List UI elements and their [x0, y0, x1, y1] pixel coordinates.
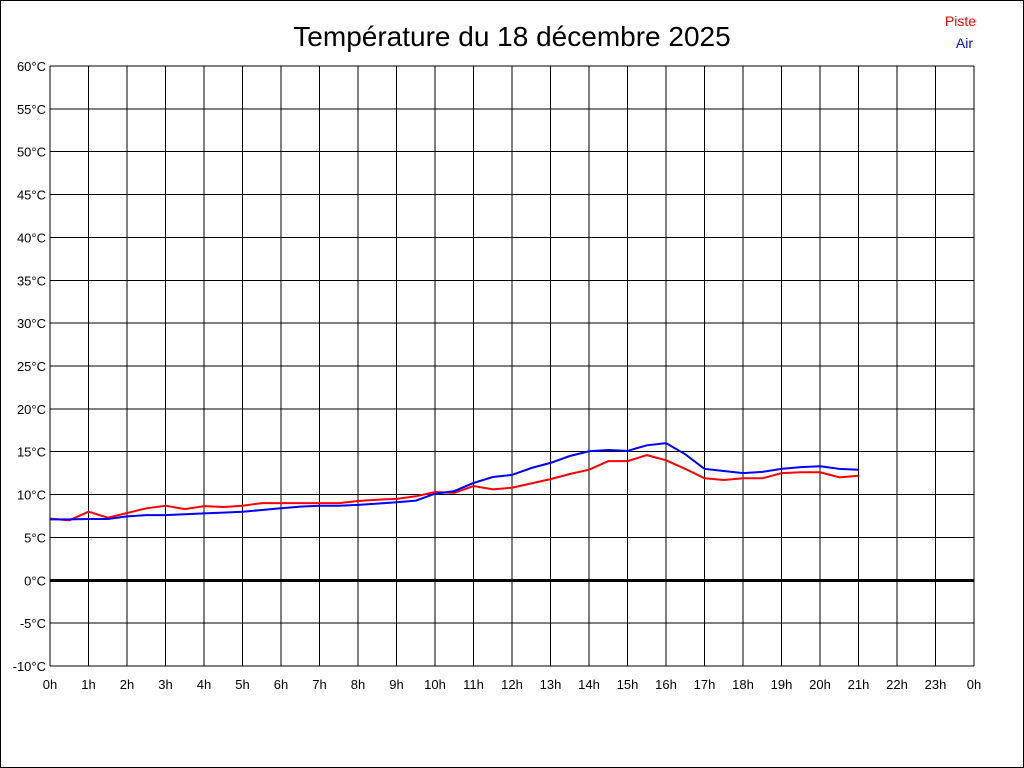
- x-tick-label: 12h: [501, 677, 523, 692]
- x-tick-label: 6h: [274, 677, 288, 692]
- y-tick-label: -10°C: [13, 659, 46, 674]
- x-axis-labels: 0h 1h 2h 3h 4h 5h 6h 7h 8h 9h 10h 11h 12h 13h 14h 15h 16…: [43, 677, 981, 692]
- x-tick-label: 0h: [43, 677, 57, 692]
- legend-piste: Piste: [945, 13, 976, 29]
- x-tick-label: 5h: [235, 677, 249, 692]
- x-tick-label: 9h: [389, 677, 403, 692]
- y-tick-label: 60°C: [17, 59, 46, 74]
- x-tick-label: 21h: [848, 677, 870, 692]
- series-line-air: [50, 442, 859, 521]
- legend-air: Air: [956, 35, 973, 51]
- x-tick-label: 19h: [771, 677, 793, 692]
- y-tick-label: 0°C: [24, 573, 46, 588]
- y-tick-label: 35°C: [17, 273, 46, 288]
- x-tick-label: 10h: [424, 677, 446, 692]
- x-tick-label: 16h: [655, 677, 677, 692]
- y-tick-label: 10°C: [17, 488, 46, 503]
- y-axis-labels: 60°C 55°C 50°C 45°C 40°C 35°C 30°C 25°C 20°C 15°C…: [13, 59, 46, 674]
- x-tick-label: 23h: [925, 677, 947, 692]
- series-line-piste: [49, 454, 859, 522]
- y-tick-label: 55°C: [17, 102, 46, 117]
- x-tick-label: 0h: [967, 677, 981, 692]
- x-tick-label: 15h: [617, 677, 639, 692]
- y-tick-label: -5°C: [20, 616, 46, 631]
- series-lines: [49, 442, 859, 522]
- x-tick-label: 7h: [312, 677, 326, 692]
- grid: [49, 65, 975, 667]
- x-tick-label: 3h: [158, 677, 172, 692]
- y-tick-label: 45°C: [17, 188, 46, 203]
- x-tick-label: 17h: [694, 677, 716, 692]
- x-tick-label: 8h: [351, 677, 365, 692]
- chart-title: Température du 18 décembre 2025: [293, 21, 730, 52]
- x-tick-label: 14h: [578, 677, 600, 692]
- y-tick-label: 40°C: [17, 230, 46, 245]
- x-tick-label: 13h: [540, 677, 562, 692]
- x-tick-label: 22h: [886, 677, 908, 692]
- x-tick-label: 11h: [463, 677, 484, 692]
- y-tick-label: 15°C: [17, 445, 46, 460]
- y-tick-label: 25°C: [17, 359, 46, 374]
- x-tick-label: 20h: [809, 677, 831, 692]
- y-tick-label: 30°C: [17, 316, 46, 331]
- y-tick-label: 5°C: [24, 530, 46, 545]
- x-tick-label: 4h: [197, 677, 211, 692]
- x-tick-label: 1h: [81, 677, 95, 692]
- y-tick-label: 50°C: [17, 145, 46, 160]
- x-tick-label: 2h: [120, 677, 134, 692]
- y-tick-label: 20°C: [17, 402, 46, 417]
- x-tick-label: 18h: [732, 677, 754, 692]
